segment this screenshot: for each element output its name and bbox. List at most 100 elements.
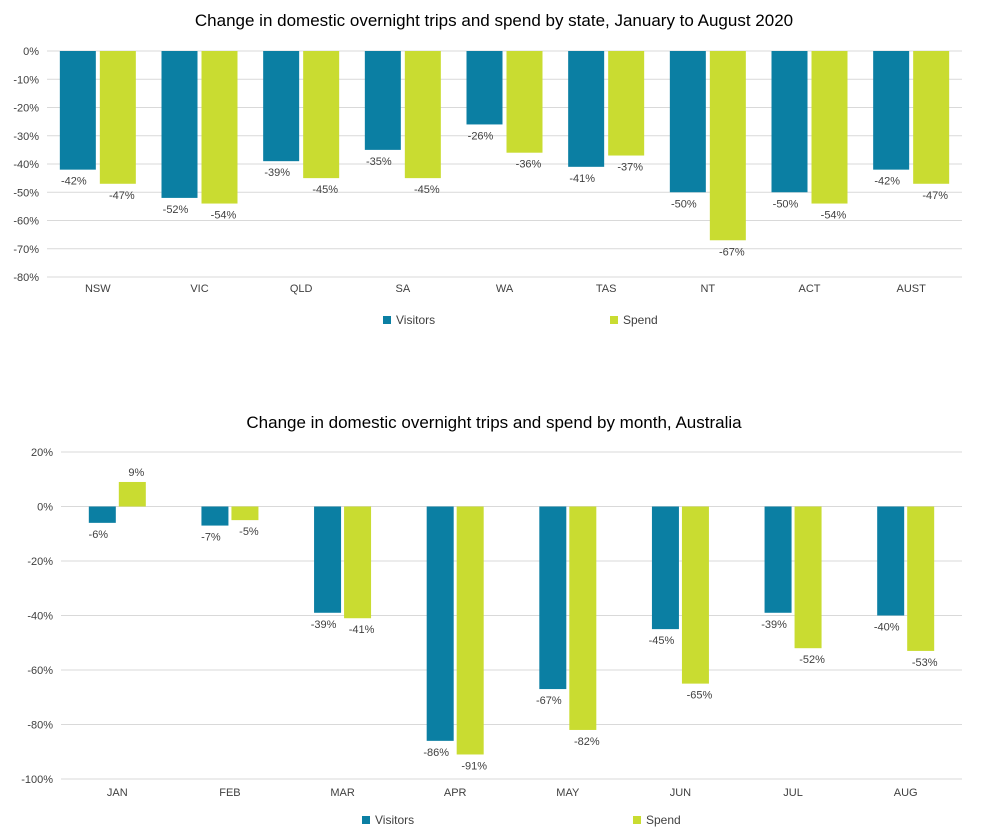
state-bar-spend-sa <box>404 51 441 179</box>
state-bar-visitors-vic <box>161 51 198 198</box>
state-bar-visitors-wa <box>466 51 503 125</box>
state-data-label: -45% <box>312 184 338 196</box>
state-category-label: VIC <box>190 283 208 295</box>
month-data-label: -53% <box>912 657 938 669</box>
month-data-label: -67% <box>536 695 562 707</box>
state-data-label: -42% <box>61 176 87 188</box>
state-bar-spend-nsw <box>99 51 136 184</box>
month-legend-item-visitors: Visitors <box>362 813 414 827</box>
month-bar-spend-jun <box>681 506 709 684</box>
state-bar-spend-qld <box>303 51 340 179</box>
state-category-label: ACT <box>799 283 821 295</box>
state-bar-spend-vic <box>201 51 238 204</box>
month-data-label: -7% <box>201 532 221 544</box>
state-data-label: -41% <box>569 173 595 185</box>
chart-title-month: Change in domestic overnight trips and s… <box>246 413 742 432</box>
month-bar-spend-feb <box>231 506 259 521</box>
month-bar-spend-mar <box>344 506 372 619</box>
state-bar-visitors-nt <box>669 51 706 193</box>
state-bar-visitors-nsw <box>59 51 96 170</box>
state-ytick-label: -40% <box>13 159 39 171</box>
state-legend-item-spend: Spend <box>610 313 658 327</box>
month-category-label: JUN <box>670 787 691 799</box>
state-bar-spend-tas <box>608 51 645 156</box>
state-data-label: -45% <box>414 184 440 196</box>
month-data-label: -82% <box>574 736 600 748</box>
month-ytick-label: -40% <box>27 611 53 623</box>
state-ytick-label: -50% <box>13 187 39 199</box>
month-bar-visitors-feb <box>201 506 229 526</box>
state-data-label: -26% <box>468 130 494 142</box>
state-data-label: -54% <box>211 210 237 222</box>
state-data-label: -37% <box>617 162 643 174</box>
state-data-label: -39% <box>264 167 290 179</box>
month-ytick-label: -20% <box>27 556 53 568</box>
state-bar-spend-wa <box>506 51 543 153</box>
month-category-label: APR <box>444 787 467 799</box>
state-category-label: AUST <box>896 283 926 295</box>
month-bar-visitors-mar <box>314 506 342 613</box>
month-legend-item-spend: Spend <box>633 813 681 827</box>
state-legend-label: Spend <box>623 313 658 327</box>
month-category-label: FEB <box>219 787 240 799</box>
month-ytick-label: 20% <box>31 447 53 459</box>
state-bar-visitors-aust <box>873 51 910 170</box>
state-category-label: NT <box>700 283 715 295</box>
state-bar-visitors-qld <box>263 51 300 162</box>
month-data-label: -41% <box>349 624 375 636</box>
month-bar-visitors-jun <box>651 506 679 630</box>
month-category-label: AUG <box>894 787 918 799</box>
state-ytick-label: 0% <box>23 46 39 58</box>
month-category-label: JAN <box>107 787 128 799</box>
month-category-label: MAR <box>330 787 355 799</box>
month-data-label: -91% <box>461 760 487 772</box>
state-ytick-label: -80% <box>13 272 39 284</box>
state-ytick-label: -70% <box>13 244 39 256</box>
state-data-label: -36% <box>516 159 542 171</box>
state-data-label: -42% <box>874 176 900 188</box>
state-data-label: -35% <box>366 156 392 168</box>
month-bar-spend-may <box>569 506 597 730</box>
month-data-label: 9% <box>128 467 144 479</box>
state-bar-visitors-act <box>771 51 808 193</box>
state-data-label: -52% <box>163 204 189 216</box>
state-bar-spend-nt <box>709 51 746 241</box>
month-data-label: -40% <box>874 622 900 634</box>
state-data-label: -54% <box>821 210 847 222</box>
month-bar-spend-jan <box>118 481 146 507</box>
state-ytick-label: -20% <box>13 103 39 115</box>
state-data-label: -50% <box>773 198 799 210</box>
state-legend-swatch <box>610 316 618 324</box>
month-bar-visitors-jul <box>764 506 792 613</box>
month-data-label: -52% <box>799 654 825 666</box>
state-category-label: NSW <box>85 283 111 295</box>
month-ytick-label: 0% <box>37 502 53 514</box>
month-data-label: -39% <box>311 619 337 631</box>
month-ytick-label: -100% <box>21 774 53 786</box>
month-bar-visitors-aug <box>877 506 905 616</box>
month-data-label: -45% <box>649 635 675 647</box>
month-ytick-label: -60% <box>27 665 53 677</box>
month-data-label: -6% <box>89 529 109 541</box>
month-data-label: -5% <box>239 526 259 538</box>
state-bar-visitors-tas <box>568 51 605 167</box>
state-category-label: SA <box>395 283 410 295</box>
month-data-label: -65% <box>687 690 713 702</box>
state-ytick-label: -10% <box>13 74 39 86</box>
month-legend-swatch <box>633 816 641 824</box>
month-legend-label: Visitors <box>375 813 415 827</box>
month-data-label: -86% <box>423 747 449 759</box>
month-category-label: MAY <box>556 787 580 799</box>
state-legend-item-visitors: Visitors <box>383 313 435 327</box>
state-legend-swatch <box>383 316 391 324</box>
state-data-label: -47% <box>922 190 948 202</box>
month-bar-visitors-apr <box>426 506 454 741</box>
state-data-label: -67% <box>719 246 745 258</box>
month-bar-spend-aug <box>907 506 935 651</box>
month-bar-visitors-jan <box>88 506 116 523</box>
state-bar-spend-aust <box>913 51 950 184</box>
month-bar-visitors-may <box>539 506 567 690</box>
state-bar-visitors-sa <box>364 51 401 150</box>
